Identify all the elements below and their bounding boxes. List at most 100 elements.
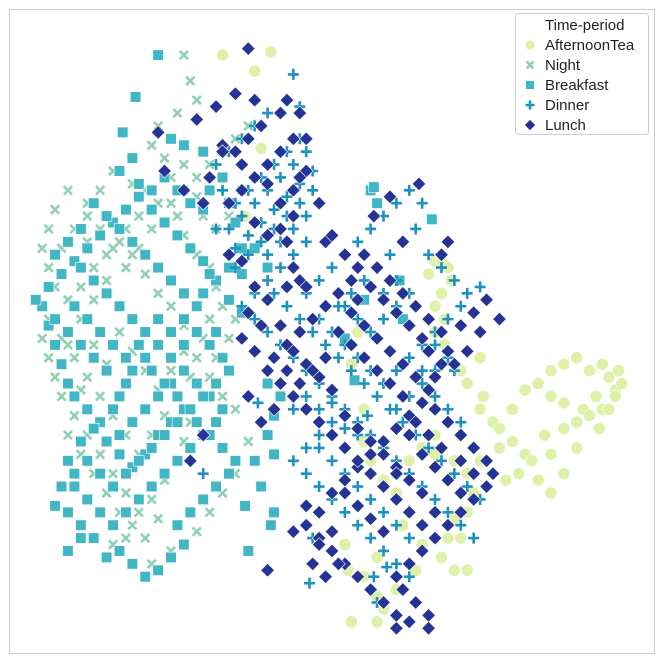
point-lunch-50: [421, 344, 436, 359]
point-lunch-144: [402, 472, 417, 488]
point-breakfast-138: [126, 416, 138, 428]
point-breakfast-125: [158, 429, 171, 441]
point-lunch-15: [279, 92, 295, 108]
point-lunch-3: [208, 99, 224, 114]
point-breakfast-104: [197, 493, 209, 506]
point-lunch-162: [350, 498, 366, 514]
point-dinner-70: [435, 455, 447, 467]
point-lunch-111: [434, 324, 449, 340]
point-dinner-131: [313, 481, 325, 493]
point-lunch-178: [453, 453, 469, 469]
point-lunch-110: [447, 356, 462, 372]
point-dinner-112: [352, 236, 364, 248]
point-lunch-42: [324, 228, 340, 243]
point-dinner-97: [442, 313, 454, 325]
point-lunch-124: [266, 350, 282, 366]
point-lunch-177: [466, 466, 481, 481]
point-dinner-126: [326, 416, 338, 428]
point-dinner-77: [345, 365, 357, 377]
point-afternoontea-91: [344, 615, 358, 629]
point-lunch-62: [395, 356, 411, 372]
point-lunch-119: [331, 286, 346, 301]
point-breakfast-136: [152, 390, 164, 402]
point-lunch-120: [318, 298, 333, 314]
point-breakfast-183: [249, 455, 261, 467]
point-breakfast-151: [133, 339, 145, 351]
point-lunch-84: [389, 620, 404, 636]
point-night-16: [49, 204, 61, 215]
point-lunch-73: [453, 505, 469, 520]
point-breakfast-143: [62, 326, 74, 338]
point-lunch-2: [247, 92, 262, 108]
point-breakfast-35: [55, 358, 68, 370]
point-breakfast-9: [146, 184, 158, 196]
point-breakfast-26: [139, 352, 151, 364]
point-breakfast-48: [158, 216, 171, 229]
point-breakfast-181: [426, 213, 438, 225]
point-lunch-92: [298, 517, 314, 533]
point-afternoontea-28: [602, 370, 616, 384]
point-breakfast-67: [113, 300, 126, 312]
series-lunch: [150, 41, 507, 636]
point-night-53: [37, 333, 48, 344]
point-dinner-17: [287, 159, 299, 171]
point-breakfast-71: [165, 352, 177, 364]
point-night-105: [217, 391, 228, 402]
point-lunch-70: [485, 466, 501, 481]
point-lunch-45: [363, 279, 378, 295]
point-breakfast-91: [101, 435, 113, 448]
point-night-58: [95, 391, 106, 402]
point-breakfast-82: [133, 493, 145, 506]
point-dinner-69: [448, 468, 460, 480]
point-breakfast-50: [184, 242, 196, 254]
point-breakfast-178: [371, 197, 383, 209]
point-dinner-21: [236, 210, 248, 222]
point-dinner-122: [352, 313, 364, 325]
point-breakfast-15: [216, 171, 229, 184]
point-lunch-60: [369, 331, 385, 346]
point-lunch-79: [395, 582, 411, 597]
point-breakfast-32: [81, 403, 93, 415]
point-lunch-127: [234, 331, 250, 346]
point-lunch-109: [459, 344, 475, 359]
point-breakfast-177: [348, 374, 361, 386]
point-lunch-108: [472, 324, 488, 340]
point-afternoontea-36: [493, 422, 506, 435]
point-breakfast-153: [158, 377, 171, 390]
point-night-121: [120, 262, 132, 273]
point-breakfast-90: [88, 423, 100, 435]
point-breakfast-75: [216, 403, 229, 415]
point-breakfast-39: [43, 281, 55, 293]
point-afternoontea-51: [557, 467, 571, 481]
point-breakfast-55: [152, 262, 164, 274]
point-lunch-121: [305, 311, 320, 327]
point-lunch-75: [427, 530, 443, 546]
point-afternoontea-2: [216, 48, 229, 62]
point-dinner-115: [390, 197, 402, 209]
point-night-83: [165, 301, 177, 312]
point-breakfast-111: [126, 558, 138, 570]
point-dinner-81: [294, 313, 306, 325]
point-breakfast-80: [158, 468, 171, 480]
point-lunch-1: [228, 86, 243, 101]
point-lunch-18: [273, 144, 288, 159]
point-dinner-116: [403, 184, 415, 196]
point-breakfast-169: [75, 532, 87, 544]
point-dinner-153: [416, 378, 428, 390]
point-lunch-118: [344, 273, 359, 288]
point-breakfast-76: [210, 416, 222, 428]
point-lunch-76: [414, 543, 430, 559]
point-dinner-75: [371, 390, 383, 402]
point-night-13: [95, 185, 106, 196]
point-lunch-16: [292, 105, 308, 121]
point-lunch-65: [427, 402, 443, 417]
point-lunch-168: [331, 556, 346, 572]
point-lunch-133: [311, 414, 327, 430]
point-dinner-120: [378, 313, 390, 325]
point-dinner-127: [313, 429, 325, 441]
point-breakfast-52: [204, 268, 216, 280]
point-breakfast-29: [113, 390, 126, 402]
point-breakfast-152: [146, 365, 158, 377]
point-dinner-135: [365, 532, 377, 544]
point-lunch-47: [389, 305, 404, 320]
